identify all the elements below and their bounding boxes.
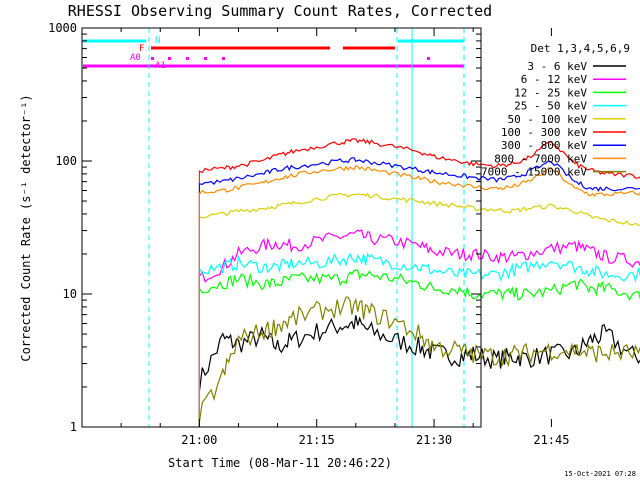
series-line [198,315,640,392]
series-line [199,157,640,192]
y-tick-label: 100 [55,154,77,168]
y-ticks: 1 10 100 1000 [48,21,481,434]
status-dot-a0 [204,57,207,60]
series-line [198,164,640,198]
y-tick-label: 1000 [48,21,77,35]
status-label-n: N [155,36,160,46]
series-line [198,296,640,423]
status-dot-a0 [427,57,430,60]
y-tick-label: 1 [70,420,77,434]
x-tick-label: 21:00 [181,433,217,447]
chart-title: RHESSI Observing Summary Count Rates, Co… [68,2,492,20]
x-tick-label: 21:15 [299,433,335,447]
series-line [198,269,640,302]
legend-label: 25 - 50 keV [514,100,587,113]
series-group [198,192,640,427]
status-dot-a0 [186,57,189,60]
status-label-a0: A0 [130,53,141,63]
legend-label: 100 - 300 keV [501,126,587,139]
x-tick-label: 21:45 [533,433,569,447]
y-tick-label: 10 [63,287,77,301]
legend-label: 6 - 12 keV [521,73,588,86]
status-dot-a0 [222,57,225,60]
x-axis-label: Start Time (08-Mar-11 20:46:22) [168,456,392,470]
legend-label: 12 - 25 keV [514,86,587,99]
timestamp-footer: 15-Oct-2021 07:28 [564,470,636,478]
x-tick-label: 21:30 [416,433,452,447]
series-group [198,296,640,427]
legend-label: 300 - 800 keV [501,139,587,152]
status-label-f: F [139,44,144,54]
series-line [199,138,640,179]
plot-area: N FA0 A1 [81,28,640,427]
legend-label: 3 - 6 keV [527,60,587,73]
legend-label: 800 - 7000 keV [494,152,587,165]
status-dot-a0 [168,57,171,60]
legend-label: 7000 - 15000 keV [481,166,587,179]
status-label-a1: A1 [155,61,166,71]
plot-frame [81,27,482,428]
legend-title: Det 1,3,4,5,6,9 [531,42,630,55]
series-group [198,157,640,427]
series-line [199,192,640,227]
status-dot-a0 [151,57,154,60]
legend-label: 50 - 100 keV [508,113,588,126]
y-axis-label: Corrected Count Rate (s⁻¹ detector⁻¹) [19,94,33,361]
series-line [198,252,640,283]
series-group [198,164,640,427]
series-line [198,228,640,283]
